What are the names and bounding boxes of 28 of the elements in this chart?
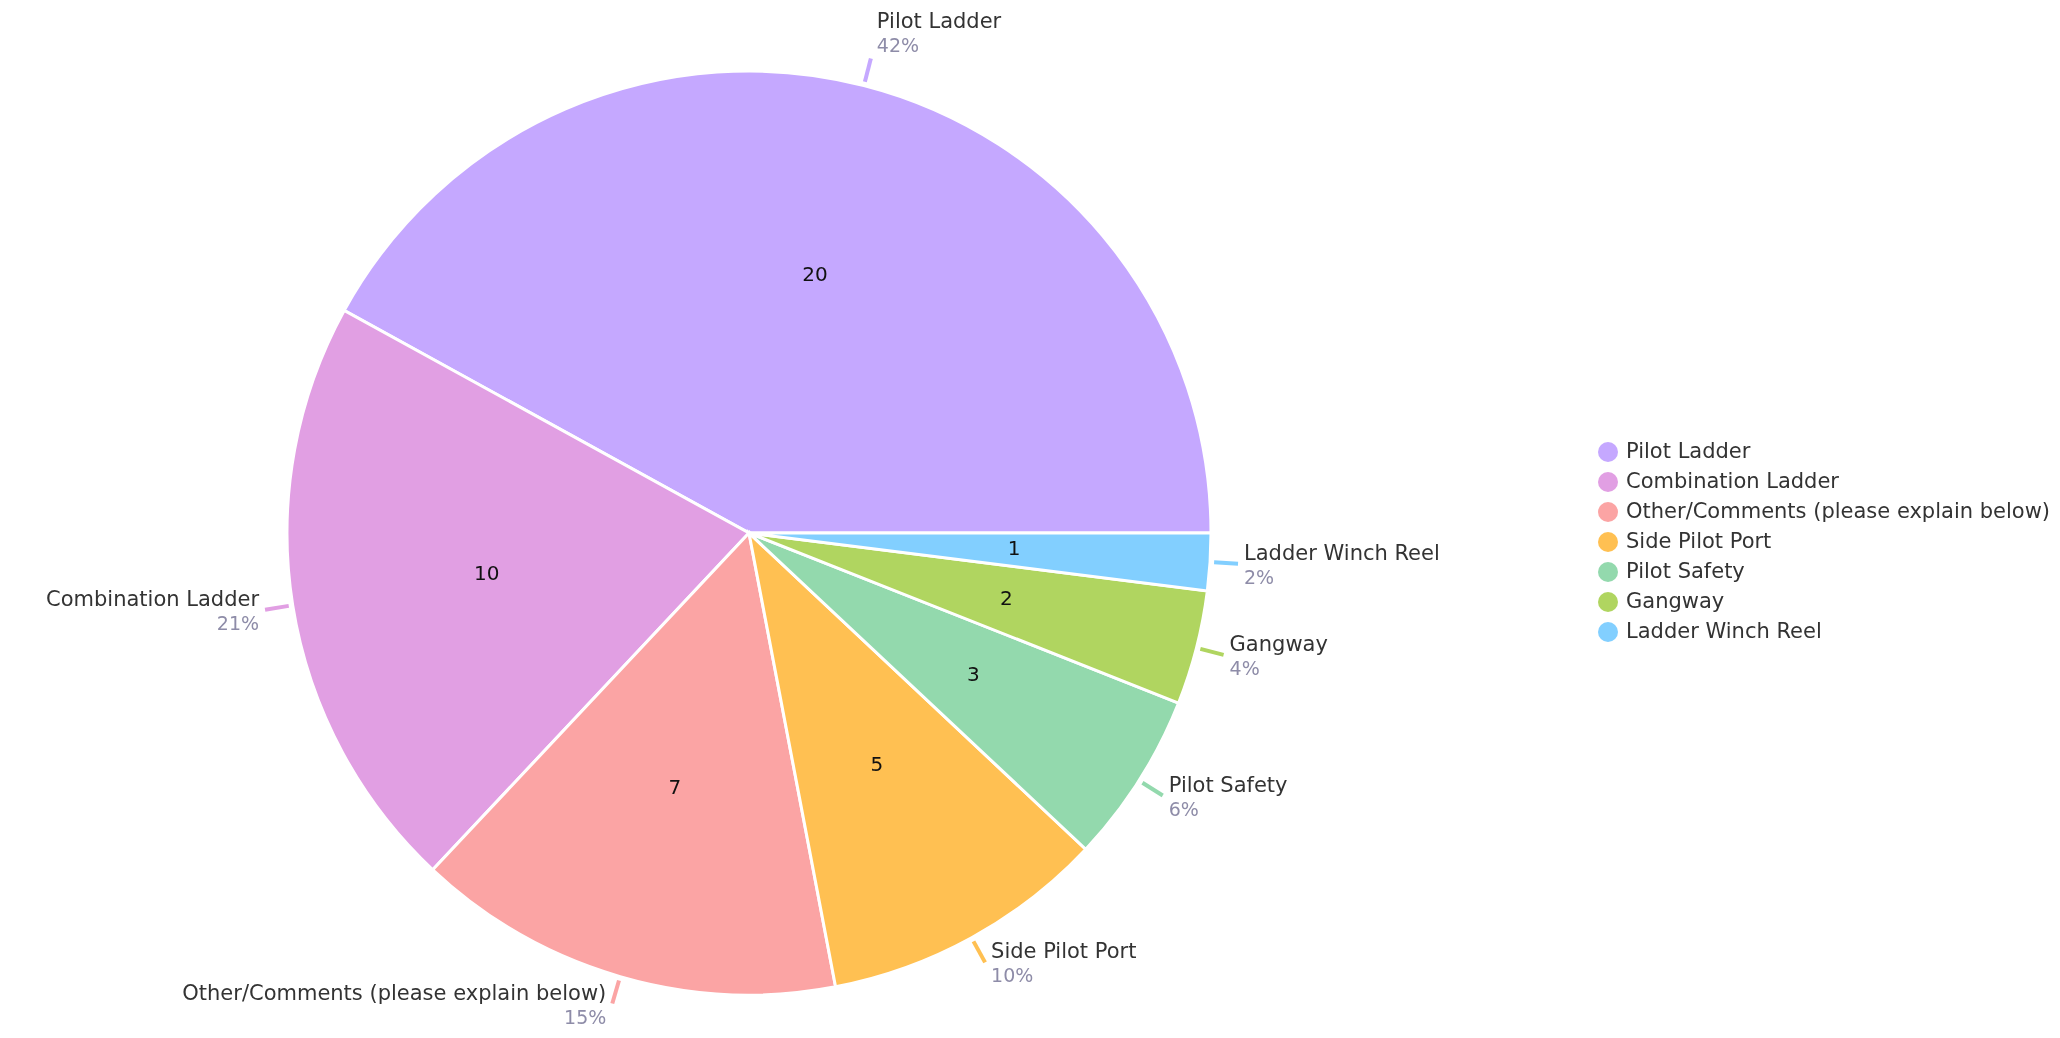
text: 2 — [999, 585, 1013, 610]
text: 3 — [966, 661, 980, 686]
legend-label: Side Pilot Port — [1626, 529, 1772, 553]
legend-label: Ladder Winch Reel — [1626, 619, 1822, 643]
slice-label: Pilot Ladder — [876, 9, 1002, 34]
text: 20 — [802, 262, 828, 287]
legend-label: Combination Ladder — [1626, 469, 1840, 493]
legend-label: Other/Comments (please explain below) — [1626, 499, 2051, 523]
text: 1 — [1007, 536, 1021, 561]
slice-label: Gangway — [1229, 631, 1328, 656]
slice-label: Pilot Safety — [1168, 772, 1288, 797]
slice-label: Side Pilot Port — [991, 939, 1137, 964]
legend-label: Gangway — [1626, 589, 1725, 613]
data-label: 21% — [216, 611, 260, 634]
legend-label: Pilot Safety — [1626, 559, 1745, 583]
slice-label: Ladder Winch Reel — [1244, 540, 1440, 565]
text: 5 — [870, 752, 884, 777]
legend-label: Pilot Ladder — [1626, 439, 1751, 463]
slice-label: Combination Ladder — [46, 586, 260, 611]
data-label: 15% — [564, 1005, 607, 1028]
data-label: 4% — [1229, 656, 1260, 679]
data-label: 2% — [1244, 565, 1275, 588]
text: 7 — [668, 774, 682, 799]
data-label: 42% — [876, 34, 920, 57]
slice-label: Other/Comments (please explain below) — [182, 980, 607, 1005]
text: 10 — [473, 561, 500, 586]
data-label: 10% — [991, 964, 1034, 987]
data-label: 6% — [1168, 797, 1199, 820]
